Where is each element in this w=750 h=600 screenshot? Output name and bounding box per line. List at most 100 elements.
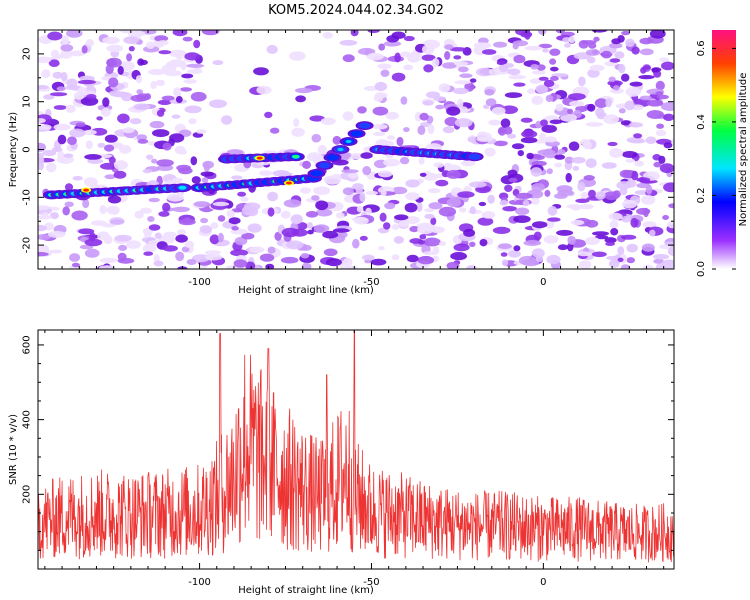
x-axis-label: Height of straight line (km) <box>238 285 374 296</box>
noise-blob <box>217 232 224 243</box>
noise-blob <box>572 165 580 171</box>
noise-blob <box>655 91 664 96</box>
noise-blob <box>575 198 590 203</box>
noise-blob <box>550 66 559 72</box>
noise-blob <box>520 117 533 123</box>
noise-blob <box>128 46 135 52</box>
noise-blob <box>57 149 64 160</box>
noise-blob <box>359 192 366 202</box>
noise-blob <box>423 237 441 247</box>
noise-blob <box>522 259 540 267</box>
noise-blob <box>567 108 574 115</box>
noise-blob <box>296 222 308 230</box>
noise-blob <box>366 52 384 61</box>
noise-blob <box>419 234 427 240</box>
noise-blob <box>157 99 172 105</box>
noise-blob <box>143 251 154 256</box>
noise-blob <box>601 162 617 169</box>
noise-blob <box>295 95 306 103</box>
noise-blob <box>123 36 139 44</box>
noise-blob <box>419 172 427 177</box>
noise-blob <box>588 189 596 199</box>
noise-blob <box>374 81 388 92</box>
noise-blob <box>226 149 244 156</box>
noise-blob <box>78 228 95 235</box>
noise-blob <box>240 196 249 202</box>
noise-blob <box>279 172 293 177</box>
noise-blob <box>71 210 88 221</box>
noise-blob <box>383 40 401 47</box>
noise-blob <box>609 148 623 158</box>
noise-blob <box>280 256 299 264</box>
noise-blob <box>249 246 265 253</box>
noise-blob <box>400 51 411 58</box>
colorbar-tick-label: 0.4 <box>696 114 707 130</box>
noise-blob <box>446 106 461 116</box>
noise-blob <box>547 217 561 222</box>
noise-blob <box>83 129 97 136</box>
noise-blob <box>102 36 120 45</box>
colorbar-tick-label: 0.0 <box>696 261 707 277</box>
noise-blob <box>233 259 248 268</box>
noise-blob <box>621 215 632 223</box>
noise-blob <box>122 127 135 134</box>
noise-blob <box>151 158 158 164</box>
noise-blob <box>386 35 400 43</box>
noise-blob <box>422 100 434 106</box>
noise-blob <box>626 243 638 253</box>
noise-blob <box>136 89 143 95</box>
noise-blob <box>578 260 592 269</box>
noise-blob <box>404 202 418 213</box>
noise-blob <box>564 43 571 48</box>
noise-blob <box>99 205 107 214</box>
x-tick-label: 0 <box>540 577 546 588</box>
trace-core <box>468 153 481 160</box>
noise-blob <box>417 256 435 265</box>
noise-blob <box>423 64 434 73</box>
noise-blob <box>421 54 436 61</box>
noise-blob <box>418 157 425 165</box>
noise-blob <box>105 64 114 75</box>
noise-blob <box>652 253 670 260</box>
noise-blob <box>175 234 188 243</box>
noise-blob <box>636 207 651 215</box>
trace-core <box>318 162 331 169</box>
noise-blob <box>162 173 177 184</box>
noise-blob <box>126 53 133 62</box>
noise-blob <box>513 245 521 252</box>
noise-blob <box>426 91 440 99</box>
noise-blob <box>228 217 241 225</box>
noise-blob <box>209 99 227 108</box>
noise-blob <box>663 142 673 149</box>
noise-blob <box>538 132 546 141</box>
noise-blob <box>555 103 564 112</box>
noise-blob <box>86 94 97 100</box>
noise-blob <box>171 114 181 119</box>
noise-blob <box>85 140 93 150</box>
noise-blob <box>512 42 519 50</box>
noise-blob <box>139 207 152 214</box>
noise-blob <box>146 154 154 160</box>
noise-blob <box>202 160 214 169</box>
noise-blob <box>372 131 386 137</box>
noise-blob <box>332 228 350 233</box>
noise-blob <box>493 41 508 48</box>
noise-blob <box>302 160 311 169</box>
noise-blob <box>508 177 518 183</box>
noise-blob <box>419 112 429 121</box>
noise-blob <box>152 129 170 138</box>
noise-blob <box>481 211 496 219</box>
noise-blob <box>636 177 651 183</box>
noise-blob <box>535 255 544 262</box>
noise-blob <box>294 87 313 94</box>
noise-blob <box>515 207 530 215</box>
noise-blob <box>153 260 164 267</box>
noise-blob <box>136 93 150 102</box>
noise-blob <box>504 126 513 135</box>
noise-blob <box>639 48 654 56</box>
noise-blob <box>299 187 311 194</box>
noise-blob <box>513 82 526 87</box>
trace-mid <box>345 139 352 144</box>
noise-blob <box>339 39 358 46</box>
